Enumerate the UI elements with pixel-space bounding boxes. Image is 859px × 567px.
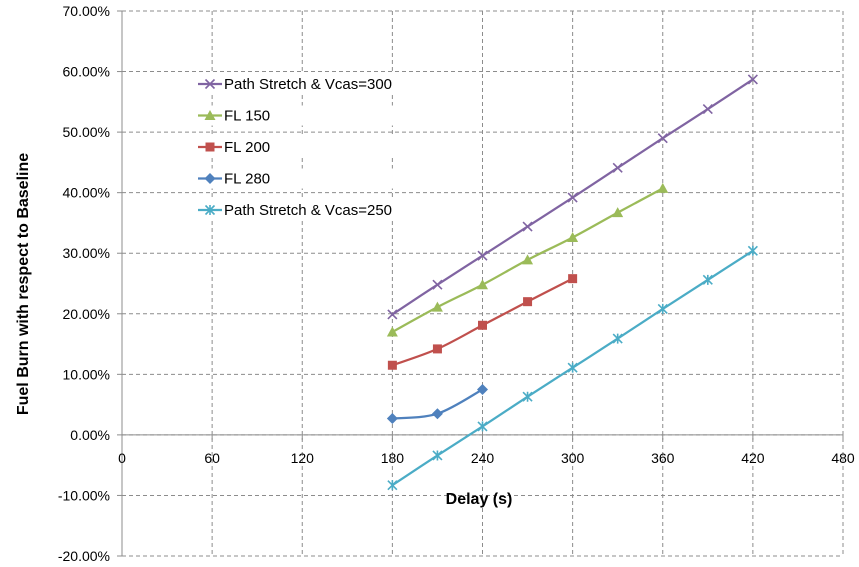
legend-item-bg <box>196 105 441 126</box>
legend-marker <box>204 173 216 184</box>
legend-item: FL 280 <box>196 168 441 189</box>
x-tick-label: 360 <box>651 450 675 466</box>
data-point <box>386 326 398 337</box>
legend-marker <box>204 78 216 90</box>
y-tick-label: 30.00% <box>63 245 110 261</box>
y-tick-label: 70.00% <box>63 3 110 19</box>
data-point <box>387 480 398 491</box>
data-point <box>432 344 442 354</box>
data-point <box>702 104 713 115</box>
x-tick-label: 240 <box>471 450 495 466</box>
data-point <box>477 421 488 432</box>
x-tick-label: 120 <box>291 450 315 466</box>
data-point <box>477 279 488 290</box>
x-tick-label: 420 <box>741 450 765 466</box>
y-tick-label: 50.00% <box>63 124 110 140</box>
data-point <box>657 133 668 144</box>
y-tick-label: 40.00% <box>63 185 110 201</box>
x-tick-label: 180 <box>381 450 405 466</box>
x-tick-label: 0 <box>118 450 126 466</box>
legend-item: FL 150 <box>196 105 441 126</box>
legend-item-bg <box>196 74 441 94</box>
data-point <box>432 450 443 461</box>
y-tick-label: 20.00% <box>63 306 110 322</box>
series-2 <box>387 274 578 370</box>
data-point <box>523 297 533 307</box>
legend-label: Path Stretch & Vcas=300 <box>224 76 392 93</box>
y-tick-label: -10.00% <box>58 487 110 503</box>
y-tick-label: 60.00% <box>63 64 110 80</box>
data-point <box>431 301 443 312</box>
data-point <box>747 245 758 256</box>
data-point <box>477 250 488 261</box>
data-point <box>387 360 397 370</box>
y-tick-label: -20.00% <box>58 548 110 564</box>
data-point <box>522 221 533 232</box>
y-tick-label: 10.00% <box>63 366 110 382</box>
data-point <box>612 162 623 173</box>
series-0 <box>387 74 758 320</box>
x-axis-title: Delay (s) <box>446 491 513 508</box>
series-3 <box>386 383 488 425</box>
series-lines <box>386 74 758 491</box>
legend-item: FL 200 <box>196 137 441 157</box>
legend-label: FL 280 <box>224 171 270 188</box>
data-point <box>568 274 578 284</box>
data-point <box>387 309 398 320</box>
legend-item: Path Stretch & Vcas=250 <box>196 200 441 220</box>
data-point <box>702 274 713 285</box>
data-point <box>612 207 624 218</box>
data-point <box>567 192 578 203</box>
data-point <box>432 279 443 290</box>
data-point <box>477 383 488 395</box>
legend: Path Stretch & Vcas=300 FL 150 FL 200 FL 28… <box>196 74 441 220</box>
legend-item: Path Stretch & Vcas=300 <box>196 74 441 94</box>
legend-item-bg <box>196 200 441 220</box>
data-point <box>747 74 758 85</box>
data-point <box>478 320 487 330</box>
legend-label: FL 150 <box>224 108 270 125</box>
legend-label: Path Stretch & Vcas=250 <box>224 202 392 219</box>
gridlines <box>121 10 844 557</box>
x-tick-label: 60 <box>204 450 220 466</box>
legend-label: FL 200 <box>224 139 270 156</box>
series-4 <box>387 245 758 491</box>
legend-marker <box>204 110 216 120</box>
legend-item-bg <box>196 168 441 189</box>
x-tick-label: 480 <box>831 450 855 466</box>
data-point <box>567 231 579 242</box>
data-point <box>657 182 669 193</box>
data-point <box>612 333 623 344</box>
legend-marker <box>204 204 216 216</box>
x-tick-label: 300 <box>561 450 585 466</box>
legend-item-bg <box>196 137 441 157</box>
data-point <box>522 254 534 265</box>
y-axis-title: Fuel Burn with respect to Baseline <box>15 153 32 415</box>
series-1 <box>386 182 669 337</box>
tick-labels: -20.00% -10.00% 0.00% 10.00% 20.00% 30.00% 40.… <box>58 3 855 564</box>
data-point <box>431 408 443 420</box>
data-point <box>567 362 578 373</box>
legend-marker <box>205 142 215 152</box>
data-point <box>522 391 533 402</box>
data-point <box>657 303 668 314</box>
data-point <box>386 413 398 425</box>
axes <box>117 10 844 557</box>
y-tick-label: 0.00% <box>70 427 110 443</box>
